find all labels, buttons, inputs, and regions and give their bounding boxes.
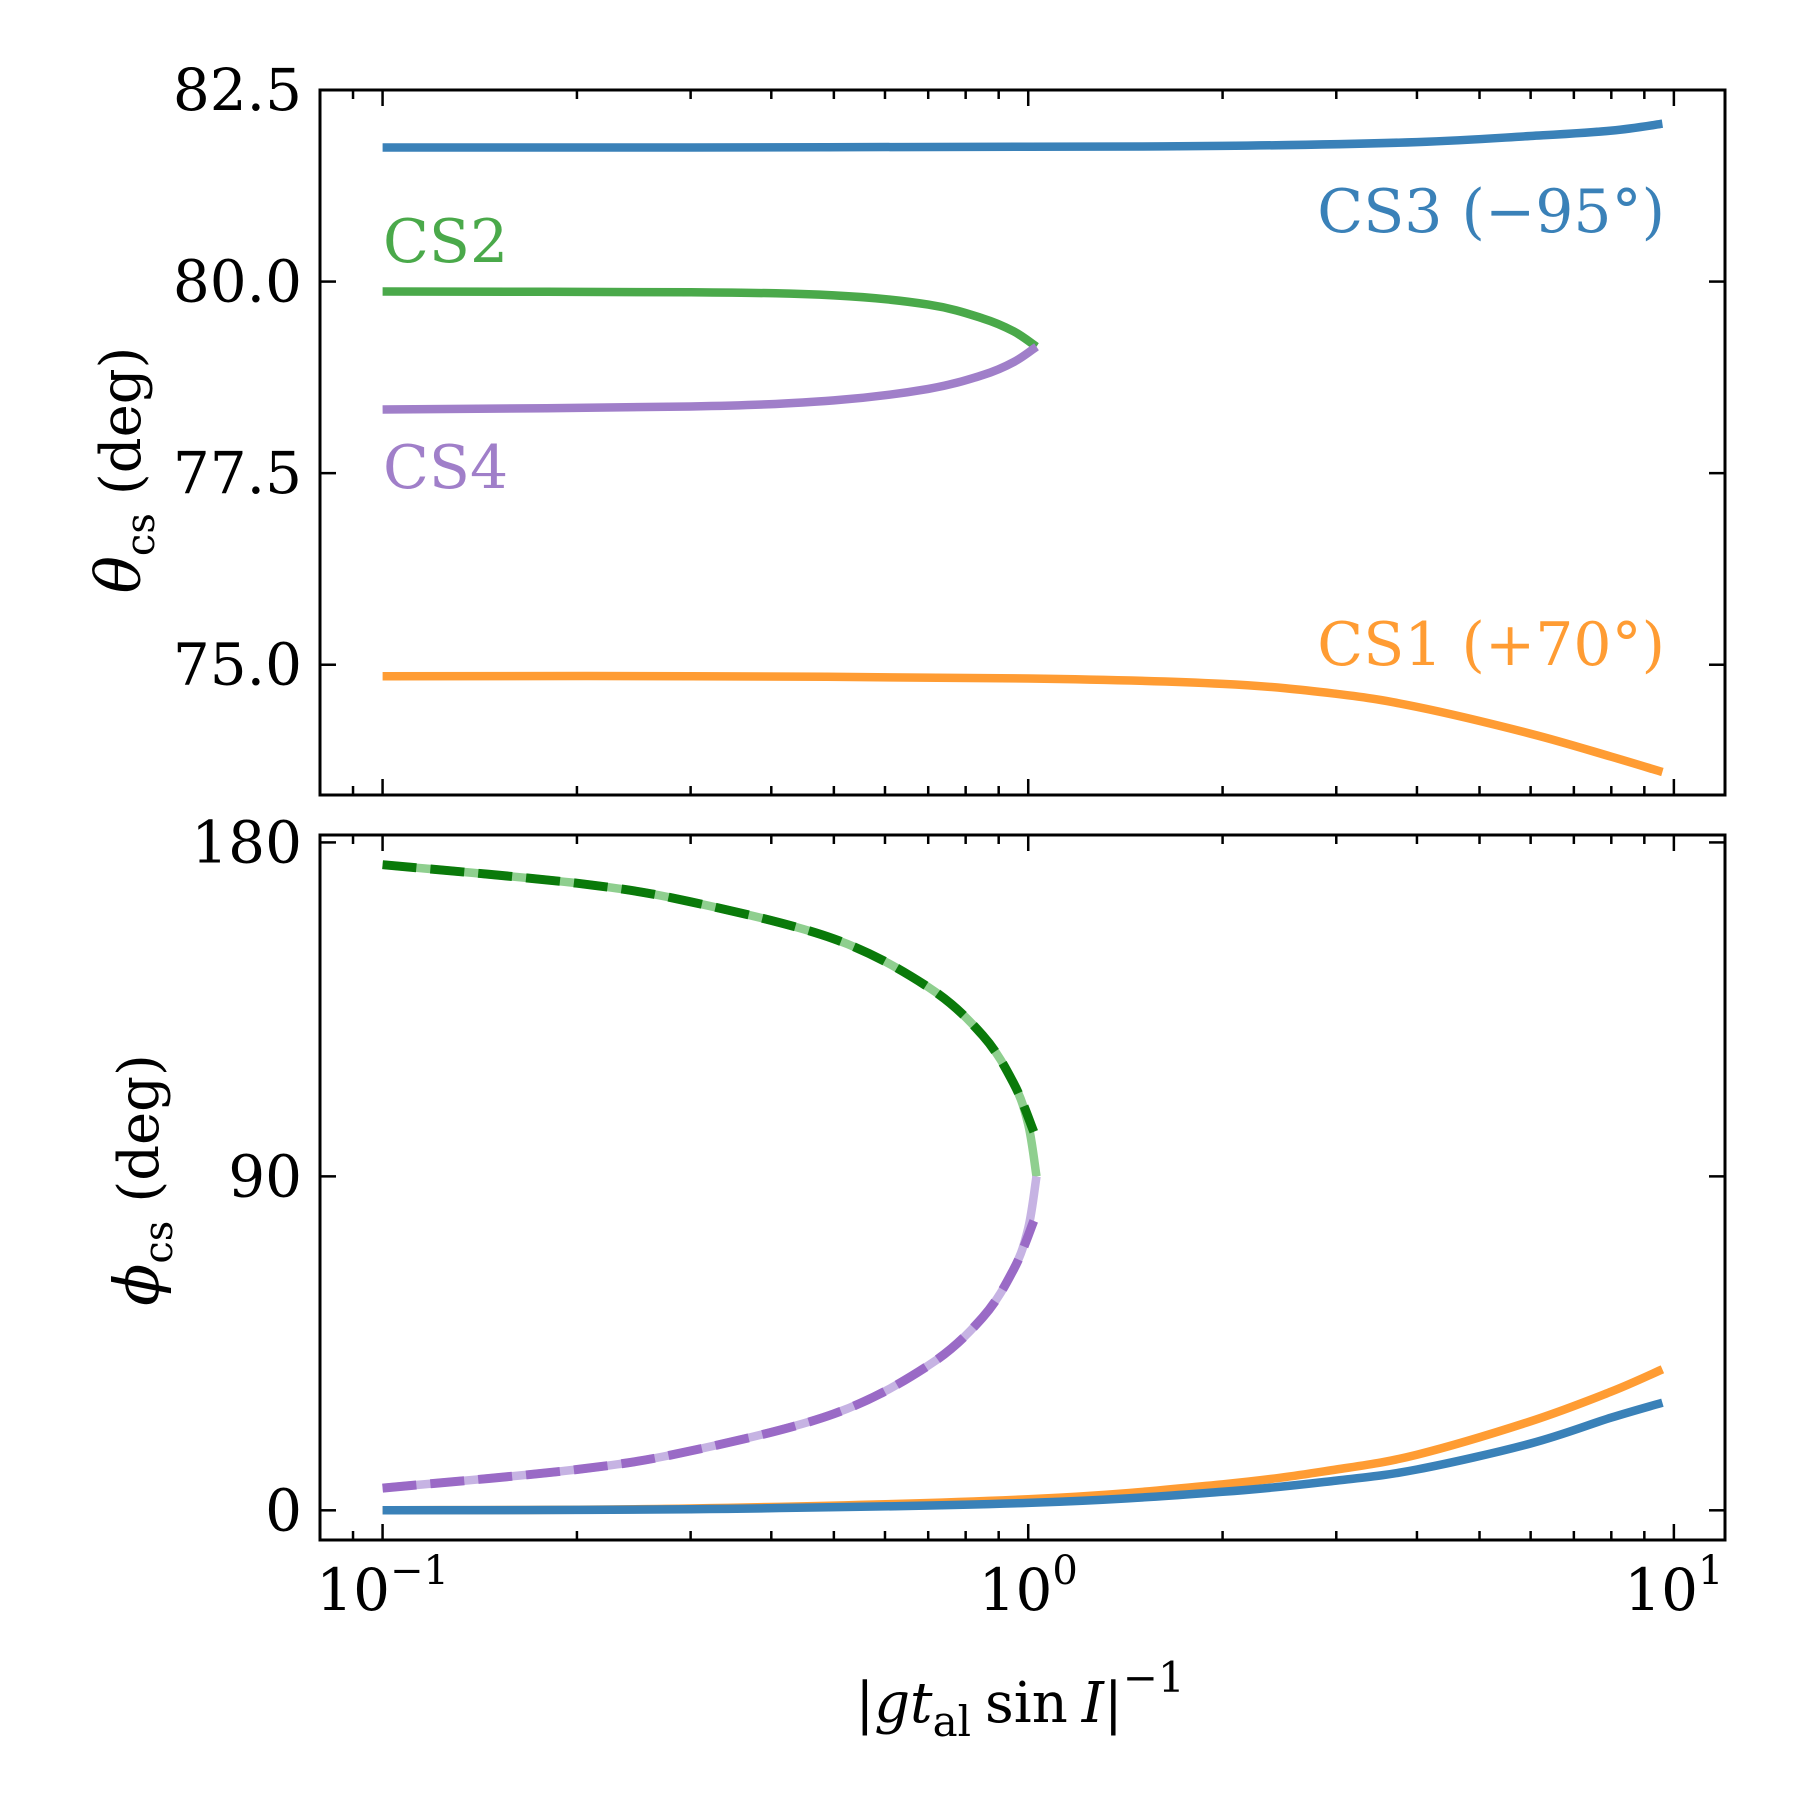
label-cs2: CS2 bbox=[383, 207, 508, 277]
label-cs3: CS3 (−95°) bbox=[1317, 177, 1665, 247]
x-tick-label: 100 bbox=[979, 1548, 1078, 1624]
series-line-cs1 bbox=[382, 671, 1664, 777]
y-tick-label: 77.5 bbox=[173, 439, 302, 507]
bottom-ticks-group: 0 90 180 10−1 100 101 bbox=[191, 808, 1725, 1624]
bottom-panel: 0 90 180 10−1 100 101 ϕcs(deg) |gtal sin I|−1 bbox=[100, 808, 1727, 1746]
series-line-cs3 bbox=[382, 119, 1664, 152]
series-line-cs3 bbox=[382, 1398, 1664, 1515]
series-line-cs1 bbox=[382, 1365, 1665, 1515]
x-tick-label: 101 bbox=[1624, 1548, 1723, 1624]
top-ticks-group: 75.0 77.5 80.0 82.5 bbox=[173, 56, 1725, 795]
top-axes-frame bbox=[318, 88, 1727, 797]
x-tick-label: 10−1 bbox=[316, 1548, 449, 1624]
series-line-cs2-dashed bbox=[382, 860, 1038, 1134]
label-cs4: CS4 bbox=[383, 433, 508, 503]
series-line-cs2 bbox=[382, 287, 1039, 351]
label-cs1: CS1 (+70°) bbox=[1317, 610, 1665, 680]
series-line-cs2 bbox=[382, 860, 1041, 1178]
bottom-axes-frame bbox=[318, 833, 1727, 1542]
top-series-group bbox=[382, 119, 1664, 777]
series-line-cs4-dashed bbox=[382, 1219, 1038, 1493]
y-tick-label: 0 bbox=[265, 1476, 302, 1544]
series-line-cs4 bbox=[382, 343, 1039, 414]
y-tick-label: 82.5 bbox=[173, 56, 302, 124]
y-tick-label: 80.0 bbox=[173, 248, 302, 316]
bottom-series-group bbox=[382, 860, 1665, 1515]
y-tick-label: 180 bbox=[191, 808, 302, 876]
y-tick-label: 90 bbox=[228, 1142, 302, 1210]
series-line-cs4 bbox=[382, 1175, 1041, 1493]
top-panel: 75.0 77.5 80.0 82.5 CS3 (−95°) CS1 (+70°) C… bbox=[82, 56, 1727, 797]
y-tick-label: 75.0 bbox=[173, 631, 302, 699]
x-axis-label: |gtal sin I|−1 bbox=[855, 1653, 1184, 1746]
top-y-axis-label: θcs(deg) bbox=[82, 347, 164, 594]
bottom-y-axis-label: ϕcs(deg) bbox=[100, 1054, 182, 1306]
